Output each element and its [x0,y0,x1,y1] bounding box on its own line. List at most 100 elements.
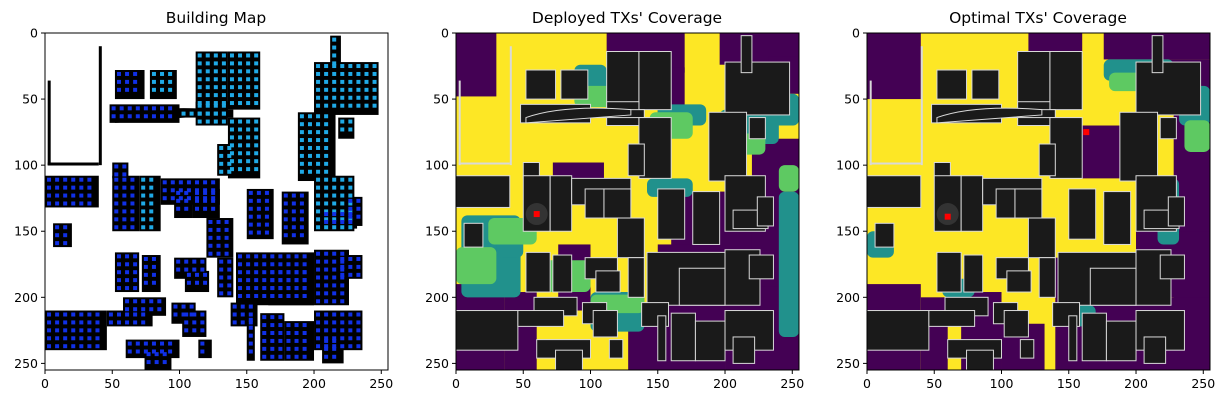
receiver-point [186,272,191,277]
receiver-point [122,185,127,190]
receiver-point [125,307,130,312]
receiver-point [111,106,116,111]
receiver-point [340,275,345,280]
receiver-point [87,185,92,190]
receiver-point [227,283,232,288]
receiver-point [238,278,243,283]
receiver-point [248,312,253,317]
receiver-point [316,312,321,317]
receiver-point [254,143,259,148]
receiver-point [87,201,92,206]
receiver-point [316,64,321,69]
receiver-point [203,280,208,285]
receiver-point [114,193,119,198]
receiver-point [127,349,132,354]
coverage-zone-high [456,247,497,285]
building [756,196,774,227]
receiver-point [348,344,353,349]
receiver-point [192,320,197,325]
receiver-point [95,344,100,349]
receiver-point [270,278,275,283]
receiver-point [176,259,181,264]
receiver-point [246,77,251,82]
receiver-point [348,87,353,92]
receiver-point [238,119,243,124]
receiver-point [55,344,60,349]
receiver-point [324,177,329,182]
x-tick-label: 100 [579,376,603,391]
receiver-point [356,328,361,333]
receiver-point [332,336,337,341]
receiver-point [149,299,154,304]
receiver-point [238,286,243,291]
receiver-point [254,159,259,164]
receiver-point [95,312,100,317]
y-tick-label: 200 [425,290,449,305]
receiver-point [221,101,226,106]
building [1027,217,1056,259]
receiver-point [254,286,259,291]
receiver-point [340,193,345,198]
receiver-point [256,206,261,211]
receiver-point [203,196,208,201]
receiver-point [246,167,251,172]
receiver-point [332,328,337,333]
receiver-point [47,185,52,190]
receiver-point [203,206,208,211]
receiver-point [213,85,218,90]
receiver-point [348,212,353,217]
building [638,51,672,111]
receiver-point [254,119,259,124]
receiver-point [184,320,189,325]
receiver-point [162,360,167,365]
receiver-point [299,233,304,238]
receiver-point [47,328,52,333]
receiver-point [133,262,138,267]
receiver-point [356,336,361,341]
wall [869,162,921,165]
receiver-point [197,53,202,58]
receiver-point [307,169,312,174]
receiver-point [208,251,213,256]
receiver-point [181,312,186,317]
receiver-point [197,69,202,74]
receiver-point [340,259,345,264]
receiver-point [316,130,321,135]
receiver-point [299,169,304,174]
receiver-point [133,312,138,317]
x-tick-label: 50 [926,376,942,391]
receiver-point [71,328,76,333]
building [740,35,753,74]
receiver-point [262,315,267,320]
receiver-point [283,193,288,198]
receiver-point [238,127,243,132]
receiver-point [324,95,329,100]
receiver-point [194,206,199,211]
receiver-point [143,264,148,269]
receiver-point [316,251,321,256]
receiver-point [63,320,68,325]
building [1089,267,1137,306]
receiver-point [262,262,267,267]
receiver-point [208,219,213,224]
receiver-point [278,323,283,328]
receiver-point [141,307,146,312]
receiver-point [221,119,226,124]
receiver-point [356,264,361,269]
receiver-point [278,270,283,275]
building [106,310,153,327]
receiver-point [256,190,261,195]
receiver-point [205,77,210,82]
building [694,320,726,362]
receiver-point [216,243,221,248]
receiver-point [316,336,321,341]
receiver-point [79,344,84,349]
receiver-point [340,201,345,206]
building [1151,35,1164,74]
receiver-point [111,114,116,119]
receiver-point [270,346,275,351]
receiver-point [324,71,329,76]
receiver-point [168,349,173,354]
receiver-point [143,272,148,277]
x-tick-label: 0 [863,376,871,391]
